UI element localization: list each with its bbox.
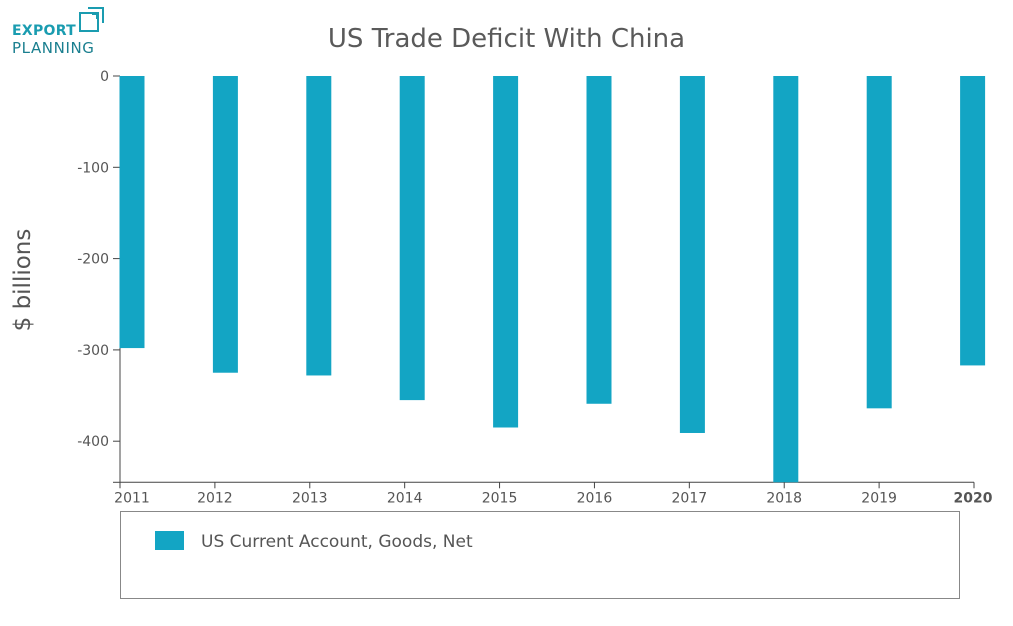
y-axis-label: $ billions bbox=[10, 229, 36, 332]
x-tick-label: 2015 bbox=[482, 490, 518, 506]
y-tick-label: -400 bbox=[77, 434, 109, 450]
bar-2018 bbox=[773, 76, 799, 483]
x-tick-label: 2011 bbox=[114, 490, 150, 506]
bar-2012 bbox=[212, 76, 238, 373]
export-planning-logo: EXPORT PLANNING bbox=[10, 6, 120, 57]
bar-2011 bbox=[119, 76, 145, 349]
bar-2016 bbox=[586, 76, 612, 404]
bar-2019 bbox=[866, 76, 892, 409]
legend: US Current Account, Goods, Net bbox=[120, 511, 960, 599]
logo-text-export: EXPORT bbox=[12, 23, 77, 39]
x-tick-label: 2012 bbox=[197, 490, 233, 506]
logo-text-planning: PLANNING bbox=[12, 39, 95, 57]
bar-2020 bbox=[960, 76, 986, 366]
bar-2014 bbox=[399, 76, 425, 401]
y-tick-label: -200 bbox=[77, 252, 109, 268]
legend-swatch bbox=[155, 531, 184, 550]
y-tick-label: 0 bbox=[100, 69, 109, 85]
x-tick-label: 2020 bbox=[954, 490, 993, 506]
logo-mark-icon bbox=[79, 7, 104, 32]
x-tick-label: 2013 bbox=[292, 490, 328, 506]
legend-label: US Current Account, Goods, Net bbox=[201, 532, 473, 552]
bar-2013 bbox=[306, 76, 332, 376]
x-tick-label: 2016 bbox=[577, 490, 613, 506]
y-tick-label: -300 bbox=[77, 343, 109, 359]
bar-2017 bbox=[679, 76, 705, 433]
y-tick-label: -100 bbox=[77, 160, 109, 176]
x-tick-label: 2014 bbox=[387, 490, 423, 506]
x-tick-label: 2019 bbox=[861, 490, 897, 506]
bar-2015 bbox=[493, 76, 519, 428]
x-tick-label: 2017 bbox=[672, 490, 708, 506]
chart-title: US Trade Deficit With China bbox=[327, 24, 686, 54]
x-tick-label: 2018 bbox=[766, 490, 802, 506]
